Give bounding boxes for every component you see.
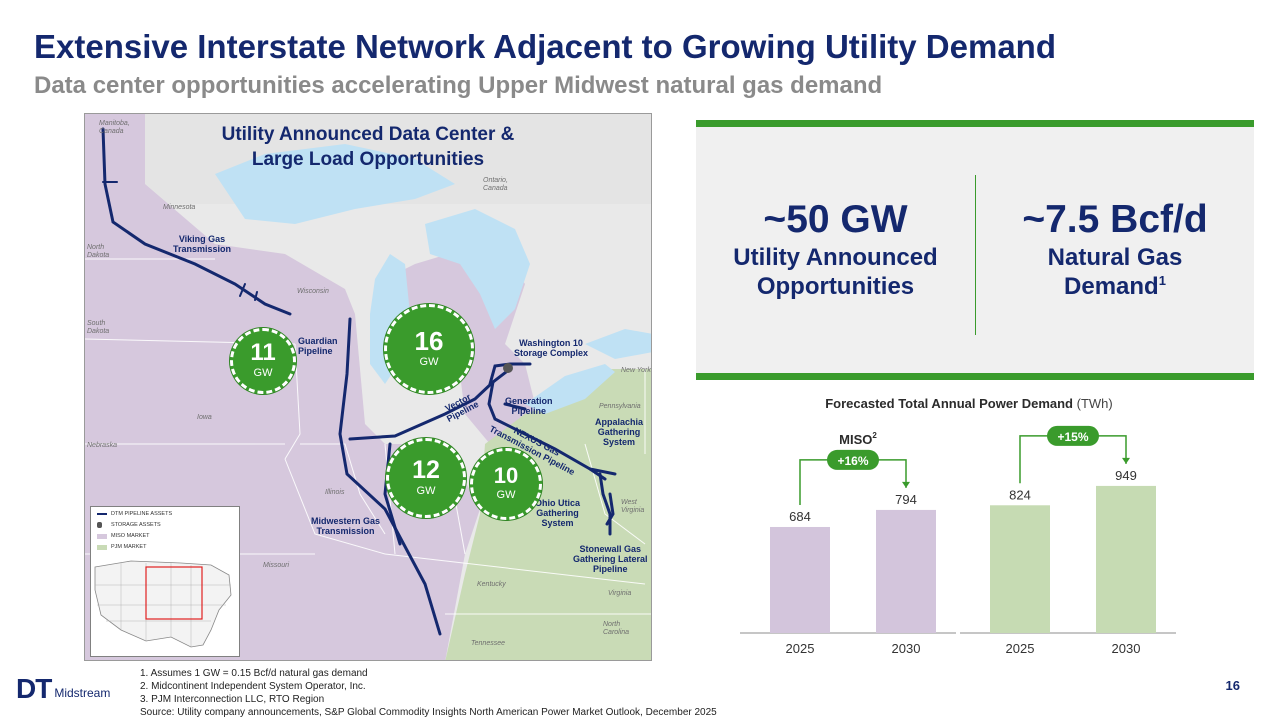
- page-number: 16: [1225, 678, 1240, 693]
- growth-arrow-miso: [902, 481, 910, 488]
- category-label-pjm-2025: 2025: [1006, 641, 1035, 656]
- growth-pill-pjm: [1047, 425, 1099, 446]
- slide-subtitle: Data center opportunities accelerating U…: [34, 72, 883, 99]
- label-nebraska: Nebraska: [87, 442, 117, 449]
- category-label-miso-2025: 2025: [786, 641, 815, 656]
- stats-box: ~50 GW Utility Announced Opportunities ~…: [696, 120, 1254, 380]
- opportunity-badge-12gw: 12 GW: [386, 438, 466, 518]
- label-washington: Washington 10 Storage Complex: [514, 338, 589, 358]
- inset-us-map: [91, 555, 239, 655]
- slide-title: Extensive Interstate Network Adjacent to…: [34, 28, 1056, 65]
- vector-pipeline: [348, 367, 512, 441]
- label-ohio-utica: Ohio Utica Gathering System: [535, 498, 581, 528]
- growth-pill-miso: [827, 449, 879, 470]
- footnote-3: 3. PJM Interconnection LLC, RTO Region: [140, 694, 325, 705]
- category-label-miso-2030: 2030: [892, 641, 921, 656]
- stats-divider: [975, 175, 976, 335]
- bar-miso-2030: [876, 509, 936, 633]
- bar-pjm-2030: [1096, 485, 1156, 633]
- value-label-pjm-2030: 949: [1115, 468, 1137, 483]
- legend-pjm: PJM MARKET: [97, 544, 146, 550]
- label-ontario: Ontario, Canada: [483, 177, 508, 192]
- value-label-miso-2030: 794: [895, 492, 917, 507]
- footnote-1: 1. Assumes 1 GW = 0.15 Bcf/d natural gas…: [140, 668, 368, 679]
- legend-miso: MISO MARKET: [97, 533, 150, 539]
- growth-arrow-pjm: [1122, 457, 1130, 464]
- label-north-carolina: North Carolina: [603, 621, 630, 636]
- label-midwestern: Midwestern Gas Transmission: [311, 516, 381, 536]
- label-viking: Viking Gas Transmission: [173, 234, 232, 254]
- midwestern: [383, 442, 402, 546]
- pjm-region: [445, 369, 651, 660]
- lake-superior: [215, 144, 455, 224]
- label-guardian: Guardian Pipeline: [298, 336, 338, 356]
- lake-huron: [425, 209, 530, 329]
- label-appalachia: Appalachia Gathering System: [595, 417, 644, 447]
- map-title: Utility Announced Data Center & Large Lo…: [221, 124, 515, 170]
- label-iowa: Iowa: [197, 414, 212, 421]
- label-south-dakota: South Dakota: [87, 320, 110, 335]
- label-pennsylvania: Pennsylvania: [599, 403, 641, 410]
- value-label-pjm-2025: 824: [1009, 487, 1031, 502]
- group-label-miso: MISO2: [839, 431, 877, 447]
- opportunity-badge-11gw: 11 GW: [230, 328, 296, 394]
- chart-title: Forecasted Total Annual Power Demand (TW…: [825, 396, 1113, 411]
- storage-marker: [503, 363, 513, 373]
- category-label-pjm-2030: 2030: [1112, 641, 1141, 656]
- label-stonewall: Stonewall Gas Gathering Lateral Pipeline: [573, 544, 648, 574]
- stat-bcfd: ~7.5 Bcf/d Natural Gas Demand1: [1022, 198, 1208, 300]
- label-virginia: Virginia: [608, 590, 632, 597]
- viking-pipeline: [101, 127, 292, 316]
- label-illinois: Illinois: [325, 489, 345, 496]
- growth-label-miso: +16%: [837, 454, 868, 468]
- label-generation: Generation Pipeline: [505, 396, 553, 416]
- legend-storage: STORAGE ASSETS: [97, 522, 161, 528]
- footnote-2: 2. Midcontinent Independent System Opera…: [140, 681, 366, 692]
- value-label-miso-2025: 684: [789, 509, 811, 524]
- label-manitoba: Manitoba, Canada: [99, 120, 130, 135]
- bar-pjm-2025: [990, 505, 1050, 633]
- stonewall: [605, 492, 615, 526]
- label-west-virginia: West Virginia: [621, 499, 645, 514]
- label-missouri: Missouri: [263, 562, 290, 569]
- opportunity-badge-10gw: 10 GW: [470, 448, 542, 520]
- power-demand-chart: MISO268420257942030+16%PJM38242025949203…: [740, 425, 1176, 656]
- legend-pipeline: DTM PIPELINE ASSETS: [97, 511, 172, 517]
- opportunity-badge-16gw: 16 GW: [384, 304, 474, 394]
- pipeline-map: Utility Announced Data Center & Large Lo…: [84, 113, 652, 661]
- washington-link: [488, 362, 532, 386]
- label-north-dakota: North Dakota: [87, 244, 110, 259]
- ohio-system: [588, 467, 612, 536]
- label-minnesota: Minnesota: [163, 204, 196, 211]
- pipelines: [101, 127, 617, 636]
- map-legend: DTM PIPELINE ASSETS STORAGE ASSETS MISO …: [90, 506, 240, 657]
- lake-erie: [525, 364, 615, 414]
- source-note: Source: Utility company announcements, S…: [140, 707, 717, 718]
- label-wisconsin: Wisconsin: [297, 288, 329, 295]
- stat-gw: ~50 GW Utility Announced Opportunities: [733, 198, 938, 300]
- growth-label-pjm: +15%: [1057, 430, 1088, 444]
- guardian-pipeline: [338, 317, 442, 636]
- bar-miso-2025: [770, 526, 830, 633]
- lake-ontario: [585, 329, 651, 359]
- dt-midstream-logo: DT Midstream: [16, 673, 111, 704]
- label-tennessee: Tennessee: [471, 640, 505, 647]
- generation-pipeline: [503, 402, 527, 411]
- label-kentucky: Kentucky: [477, 581, 506, 588]
- label-new-york: New York: [621, 367, 651, 374]
